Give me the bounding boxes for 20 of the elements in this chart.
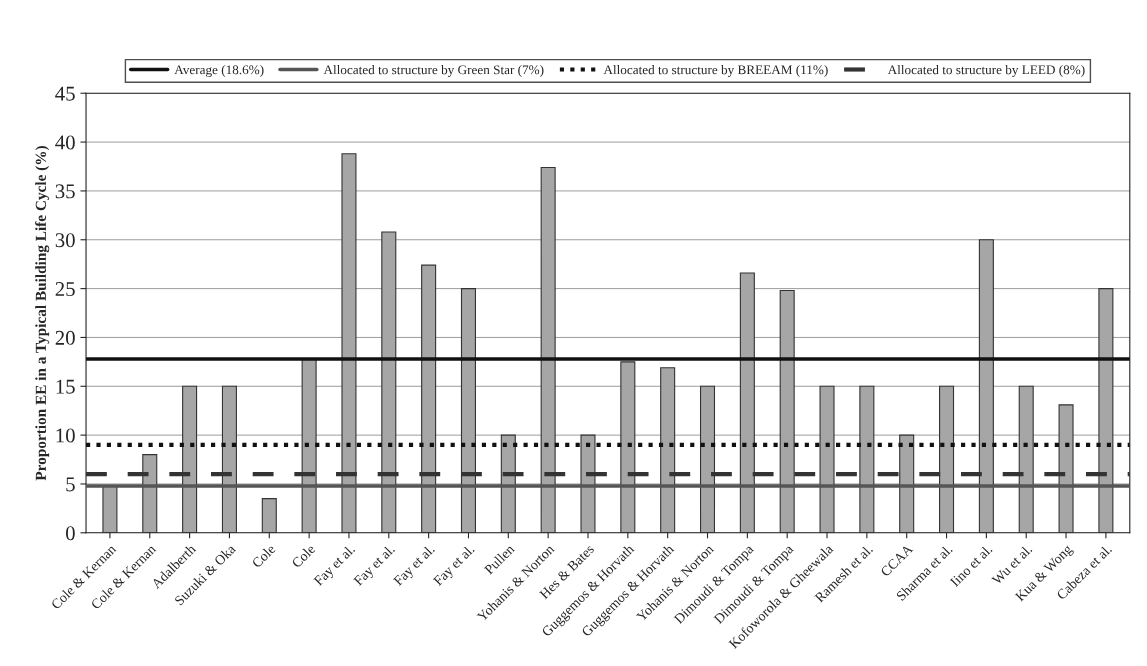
y-tick-label: 15 xyxy=(56,379,75,394)
y-tick-label: 25 xyxy=(55,282,75,297)
y-tick-label: 5 xyxy=(66,477,75,492)
x-tick-label: Cole xyxy=(251,543,276,569)
bar xyxy=(261,498,277,533)
bar xyxy=(102,485,118,533)
legend-label: Allocated to structure by LEED (8%) xyxy=(887,64,1085,77)
y-tick-label: 10 xyxy=(56,428,75,443)
bar xyxy=(859,385,875,533)
x-tick-label: Cole xyxy=(290,543,316,569)
y-tick-label: 45 xyxy=(55,86,75,101)
legend-label: Allocated to structure by BREEAM (11%) xyxy=(603,64,828,77)
y-axis-title: Proportion EE in a Typical Building Life Cycle (%) xyxy=(35,146,50,481)
y-tick-label: 30 xyxy=(55,233,75,248)
legend-label: Allocated to structure by Green Star (7%) xyxy=(323,64,544,77)
y-tick-label: 20 xyxy=(55,330,75,345)
legend-label: Average (18.6%) xyxy=(174,64,264,77)
y-tick-label: 35 xyxy=(55,184,75,199)
y-tick-label: 0 xyxy=(65,526,75,541)
y-tick-label: 40 xyxy=(55,135,75,150)
